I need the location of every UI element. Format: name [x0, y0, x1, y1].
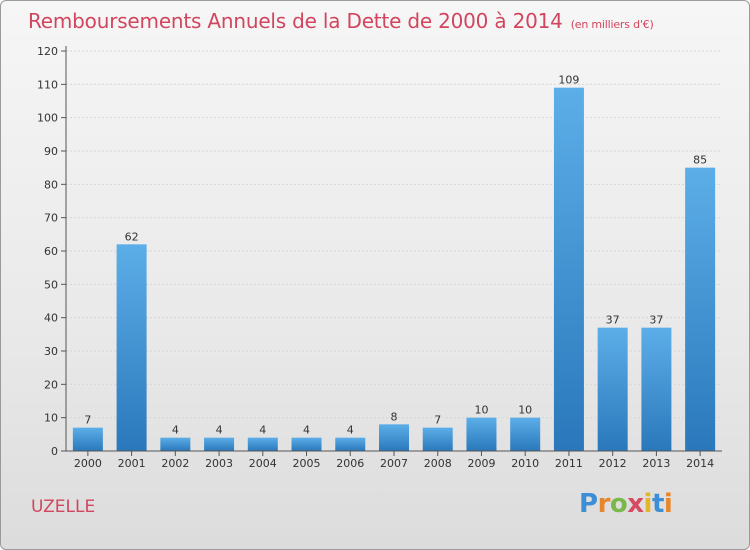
bar-2002: [160, 437, 191, 451]
y-tick-label: 50: [44, 278, 58, 291]
commune-name: UZELLE: [31, 497, 96, 517]
bars: [72, 87, 716, 452]
y-tick-label: 40: [44, 312, 58, 325]
x-tick-label: 2002: [161, 457, 189, 470]
value-label: 37: [606, 314, 620, 327]
x-tick-label: 2013: [642, 457, 670, 470]
bar-2001: [116, 244, 147, 451]
bar-2012: [597, 327, 628, 451]
bar-2004: [247, 437, 278, 451]
x-tick-label: 2009: [467, 457, 495, 470]
y-tick-label: 70: [44, 212, 58, 225]
value-label: 62: [125, 230, 139, 243]
x-tick-label: 2007: [380, 457, 408, 470]
value-label: 4: [347, 424, 354, 437]
bar-2006: [335, 437, 366, 451]
chart-title-text: Remboursements Annuels de la Dette de 20…: [28, 9, 563, 33]
x-tick-label: 2004: [249, 457, 277, 470]
y-tick-label: 100: [37, 112, 58, 125]
bar-2003: [204, 437, 235, 451]
bar-2005: [291, 437, 322, 451]
chart-unit: (en milliers d'€): [570, 18, 654, 31]
y-tick-label: 60: [44, 245, 58, 258]
value-label: 4: [303, 424, 310, 437]
value-label: 85: [693, 154, 707, 167]
y-tick-label: 90: [44, 145, 58, 158]
y-tick-label: 10: [44, 412, 58, 425]
x-tick-label: 2006: [336, 457, 364, 470]
bar-2000: [72, 427, 103, 451]
bar-2010: [510, 417, 541, 451]
bar-2008: [422, 427, 453, 451]
x-tick-label: 2001: [118, 457, 146, 470]
x-tick-label: 2008: [424, 457, 452, 470]
labels: 0 10 20 30 40 50 60 70 80 90 100 110 120 7 2000 62 2001 4…: [37, 45, 714, 470]
x-tick-label: 2014: [686, 457, 714, 470]
value-label: 8: [391, 410, 398, 423]
bar-2013: [641, 327, 672, 451]
value-label: 7: [434, 414, 441, 427]
x-tick-label: 2000: [74, 457, 102, 470]
y-tick-label: 30: [44, 345, 58, 358]
value-label: 109: [558, 74, 579, 87]
value-label: 4: [259, 424, 266, 437]
proxiti-logo: Proxiti: [579, 489, 673, 519]
y-tick-label: 20: [44, 378, 58, 391]
y-tick-label: 120: [37, 45, 58, 58]
chart-title: Remboursements Annuels de la Dette de 20…: [28, 9, 654, 33]
bar-2009: [466, 417, 497, 451]
bar-2014: [685, 167, 716, 451]
bar-2011: [553, 87, 584, 452]
x-tick-label: 2005: [293, 457, 321, 470]
value-label: 10: [474, 404, 488, 417]
x-tick-label: 2003: [205, 457, 233, 470]
bar-2007: [379, 424, 409, 451]
value-label: 4: [172, 424, 179, 437]
value-label: 7: [84, 414, 91, 427]
value-label: 37: [649, 314, 663, 327]
value-label: 10: [518, 404, 532, 417]
value-label: 4: [216, 424, 223, 437]
x-tick-label: 2010: [511, 457, 539, 470]
x-tick-label: 2011: [555, 457, 583, 470]
axes: [61, 46, 722, 456]
y-tick-label: 110: [37, 78, 58, 91]
x-tick-label: 2012: [599, 457, 627, 470]
y-tick-label: 80: [44, 178, 58, 191]
y-tick-label: 0: [51, 445, 58, 458]
